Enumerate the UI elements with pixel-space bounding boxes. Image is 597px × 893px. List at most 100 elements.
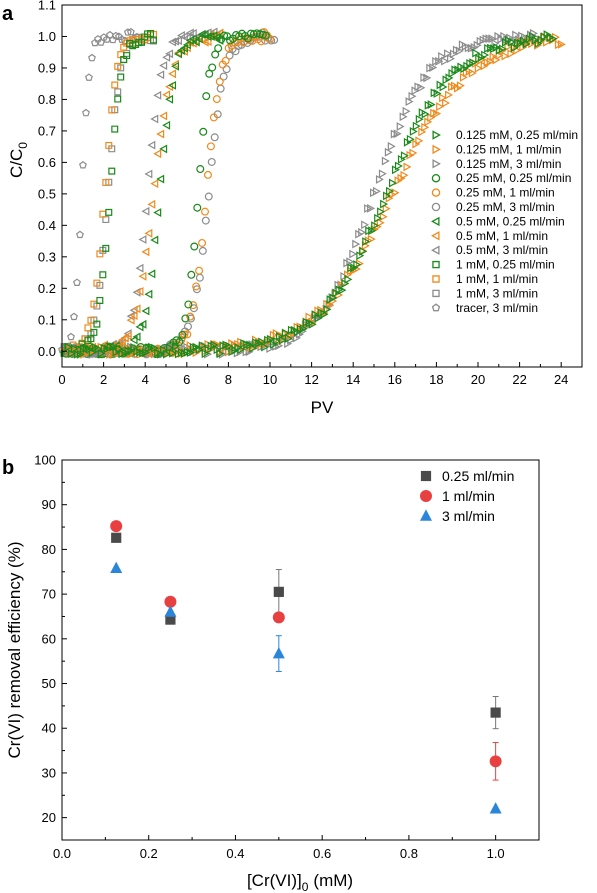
legend-label: 1 mM, 1 ml/min <box>456 272 538 286</box>
data-point <box>417 83 426 93</box>
data-point <box>182 40 191 50</box>
data-point <box>299 324 308 334</box>
data-point <box>203 170 212 179</box>
data-point <box>225 51 234 60</box>
y-tick-label: 80 <box>42 542 56 557</box>
data-point <box>384 147 393 157</box>
series-1-mm-1-ml-min <box>60 30 158 356</box>
legend-label: 1 mM, 0.25 ml/min <box>456 258 555 272</box>
legend-label: 3 ml/min <box>442 508 495 524</box>
data-point <box>129 311 138 320</box>
data-point <box>215 77 224 86</box>
data-point <box>203 37 212 46</box>
data-point <box>90 328 98 336</box>
data-point <box>469 58 478 68</box>
data-point <box>186 312 195 321</box>
data-point <box>216 349 225 359</box>
data-point <box>213 340 222 349</box>
series-1-mm-3-ml-min <box>60 33 158 358</box>
data-point <box>219 72 228 81</box>
legend-marker <box>431 216 440 227</box>
data-point <box>147 140 156 150</box>
y-tick-label: 0.8 <box>38 92 56 107</box>
data-point <box>501 51 510 61</box>
data-point <box>433 89 442 98</box>
legend-marker <box>431 303 441 312</box>
data-point <box>216 84 225 93</box>
data-point <box>168 37 177 47</box>
legend-marker <box>420 509 432 521</box>
y-tick-label: 50 <box>42 676 56 691</box>
data-point <box>153 208 162 217</box>
panel-b-plot-frame <box>61 459 540 841</box>
y-tick-label: 100 <box>34 453 56 468</box>
data-point <box>489 755 502 768</box>
data-point <box>114 95 122 103</box>
data-point <box>549 34 558 44</box>
data-point <box>138 271 147 281</box>
panel-a-x-axis-label: PV <box>311 398 334 417</box>
data-point <box>110 520 123 533</box>
legend-label: 0.125 mM, 3 ml/min <box>456 157 561 171</box>
data-point <box>175 337 184 346</box>
data-point <box>84 324 92 332</box>
panel-b-x-axis-label-main: [Cr(VI)] <box>247 871 302 890</box>
data-point <box>179 43 188 53</box>
legend-marker <box>432 130 441 140</box>
data-point <box>221 56 230 65</box>
data-point <box>102 179 110 187</box>
data-point <box>129 42 137 50</box>
data-point <box>212 95 221 104</box>
data-point <box>214 44 223 53</box>
data-point <box>196 165 205 174</box>
y-tick-label: 0.1 <box>38 312 56 327</box>
data-point <box>99 210 107 218</box>
data-point <box>168 348 177 358</box>
data-point <box>188 28 197 38</box>
data-point <box>132 287 141 297</box>
data-point <box>201 216 210 225</box>
data-point <box>73 278 81 286</box>
data-point <box>141 306 150 316</box>
data-point <box>138 235 147 244</box>
legend-marker <box>432 159 441 169</box>
data-point <box>111 81 119 89</box>
data-point <box>474 63 483 73</box>
data-point <box>189 301 198 310</box>
y-tick-label: 0.6 <box>38 155 56 170</box>
legend-label: 1 ml/min <box>442 488 495 504</box>
data-point <box>379 212 388 222</box>
data-point <box>377 207 386 217</box>
data-point <box>391 188 400 198</box>
data-point <box>156 129 165 139</box>
y-tick-label: 20 <box>42 810 56 825</box>
data-point <box>93 279 101 287</box>
panel-a: a 0 2 4 6 8 10 12 14 16 18 20 22 24 0.00.10.20.30.40… <box>2 0 583 417</box>
x-tick-label: 16 <box>388 372 402 387</box>
data-point <box>147 269 156 279</box>
data-point <box>436 102 445 112</box>
data-point <box>105 141 113 149</box>
data-point <box>367 234 376 244</box>
data-point <box>396 122 405 131</box>
data-point <box>111 106 119 114</box>
data-point <box>406 134 415 144</box>
data-point <box>141 33 149 41</box>
data-point <box>138 319 147 329</box>
data-point <box>90 316 98 324</box>
data-point <box>162 120 171 130</box>
panel-a-y-axis-label-main: C/C <box>7 149 26 178</box>
data-point <box>371 221 380 231</box>
series-1-ml-min <box>110 520 502 768</box>
data-point <box>120 36 129 45</box>
data-point <box>141 206 150 216</box>
data-point <box>200 37 209 47</box>
data-point <box>367 203 376 213</box>
data-point <box>162 52 171 62</box>
x-tick-label: 8 <box>225 372 232 387</box>
x-tick-label: 20 <box>471 372 485 387</box>
panel-b-x-axis-label: [Cr(VI)]0 (mM) <box>247 871 353 893</box>
data-point <box>123 331 132 341</box>
data-point <box>358 227 367 237</box>
